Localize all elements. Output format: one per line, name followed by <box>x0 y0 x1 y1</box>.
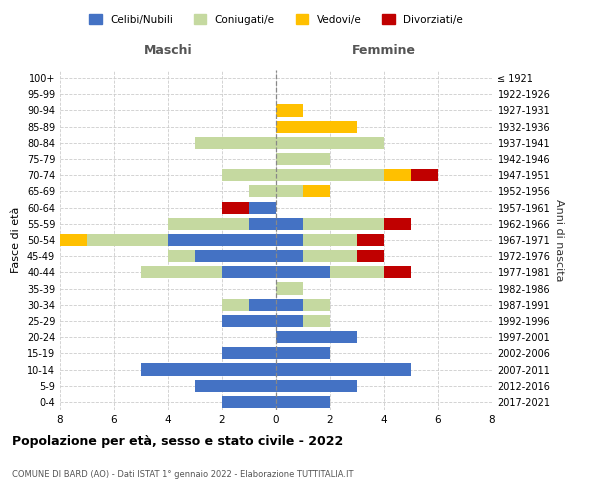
Text: Maschi: Maschi <box>143 44 193 57</box>
Bar <box>276 315 303 327</box>
Text: Femmine: Femmine <box>352 44 416 57</box>
Bar <box>276 348 330 360</box>
Text: Popolazione per età, sesso e stato civile - 2022: Popolazione per età, sesso e stato civil… <box>12 435 343 448</box>
Bar <box>168 250 195 262</box>
Bar <box>195 137 276 149</box>
Bar <box>249 202 276 213</box>
Legend: Celibi/Nubili, Coniugati/e, Vedovi/e, Divorziati/e: Celibi/Nubili, Coniugati/e, Vedovi/e, Di… <box>85 10 467 29</box>
Bar <box>384 218 411 230</box>
Bar <box>276 364 411 376</box>
Bar <box>222 348 276 360</box>
Bar <box>249 186 276 198</box>
Bar <box>168 218 249 230</box>
Bar <box>303 218 384 230</box>
Bar <box>276 153 330 165</box>
Y-axis label: Fasce di età: Fasce di età <box>11 207 21 273</box>
Bar <box>276 234 303 246</box>
Bar <box>303 298 330 311</box>
Bar <box>141 266 222 278</box>
Bar <box>249 218 276 230</box>
Y-axis label: Anni di nascita: Anni di nascita <box>554 198 565 281</box>
Bar <box>384 169 411 181</box>
Bar <box>276 282 303 294</box>
Bar <box>276 169 384 181</box>
Bar <box>303 250 357 262</box>
Bar <box>276 331 357 343</box>
Bar <box>276 298 303 311</box>
Bar <box>276 186 303 198</box>
Bar <box>276 396 330 408</box>
Bar <box>276 266 330 278</box>
Bar <box>195 250 276 262</box>
Bar <box>141 364 276 376</box>
Bar <box>276 120 357 132</box>
Bar <box>222 266 276 278</box>
Bar <box>60 234 87 246</box>
Bar <box>276 137 384 149</box>
Bar <box>276 104 303 117</box>
Bar <box>222 396 276 408</box>
Bar <box>249 298 276 311</box>
Bar <box>357 234 384 246</box>
Bar <box>168 234 276 246</box>
Bar <box>384 266 411 278</box>
Bar <box>222 202 249 213</box>
Bar <box>87 234 168 246</box>
Bar <box>330 266 384 278</box>
Bar <box>276 250 303 262</box>
Text: COMUNE DI BARD (AO) - Dati ISTAT 1° gennaio 2022 - Elaborazione TUTTITALIA.IT: COMUNE DI BARD (AO) - Dati ISTAT 1° genn… <box>12 470 353 479</box>
Bar <box>357 250 384 262</box>
Bar <box>303 315 330 327</box>
Bar <box>222 169 276 181</box>
Bar <box>411 169 438 181</box>
Bar <box>276 218 303 230</box>
Bar <box>222 315 276 327</box>
Bar <box>303 186 330 198</box>
Bar <box>195 380 276 392</box>
Bar <box>303 234 357 246</box>
Bar <box>222 298 249 311</box>
Bar <box>276 380 357 392</box>
